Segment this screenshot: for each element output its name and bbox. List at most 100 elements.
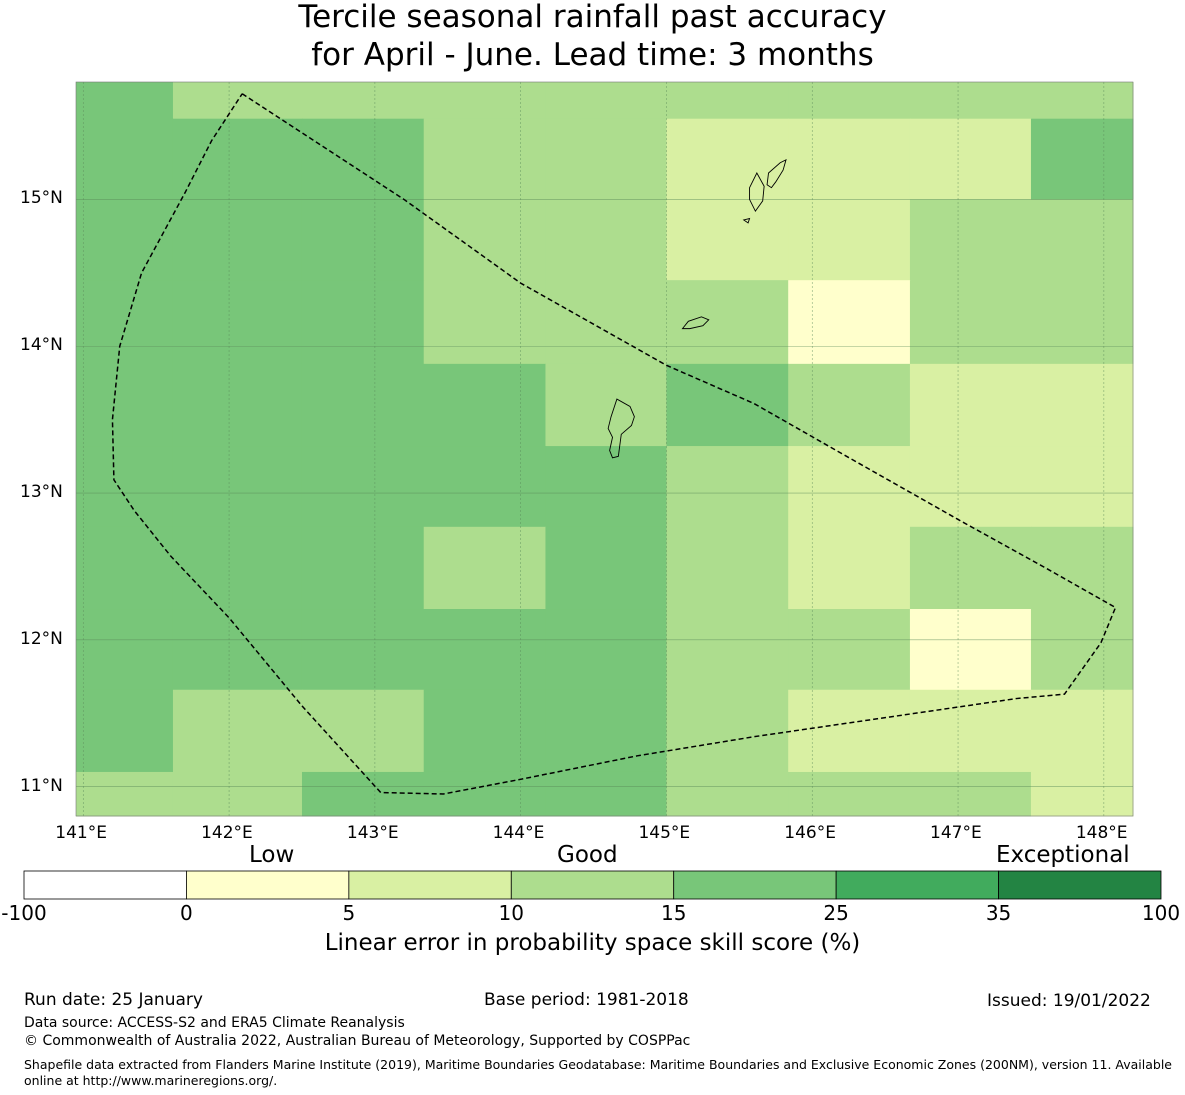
grid-cell: [666, 118, 789, 200]
grid-cell: [301, 118, 425, 200]
grid-cell: [76, 689, 174, 773]
grid-cell: [788, 363, 911, 447]
grid-cell: [909, 280, 1032, 365]
grid-cell: [1030, 199, 1134, 281]
copyright-notice: © Commonwealth of Australia 2022, Austra…: [24, 1033, 691, 1049]
grid-cell: [788, 446, 911, 528]
grid-cell: [301, 771, 425, 817]
latitude-tick-label: 11°N: [20, 775, 63, 796]
grid-cell: [1030, 280, 1134, 365]
grid-cell: [76, 771, 174, 817]
grid-cell: [172, 199, 303, 281]
grid-cell: [666, 526, 789, 610]
grid-cell: [545, 199, 667, 281]
colorbar-segment: [23, 870, 187, 900]
grid-cell: [1030, 689, 1134, 773]
colorbar-segment: [673, 870, 837, 900]
grid-cell: [301, 609, 425, 691]
grid-cell: [423, 689, 546, 773]
grid-cell: [666, 280, 789, 365]
grid-cell: [788, 526, 911, 610]
grid-cell: [423, 363, 546, 447]
longitude-tick-label: 145°E: [638, 823, 691, 843]
latitude-tick-label: 13°N: [20, 482, 63, 503]
grid-cell: [788, 689, 911, 773]
island-outline: [681, 316, 710, 330]
colorbar-segment: [510, 870, 675, 900]
colorbar-tick-label: 15: [660, 901, 687, 925]
run-date: Run date: 25 January: [24, 990, 203, 1010]
grid-cell: [545, 118, 667, 200]
grid-cell: [301, 446, 425, 528]
grid-cell: [172, 363, 303, 447]
grid-cell: [172, 526, 303, 610]
grid-cell: [545, 771, 667, 817]
grid-cell: [76, 446, 174, 528]
grid-cell: [545, 526, 667, 610]
longitude-tick-label: 143°E: [346, 823, 399, 843]
grid-cell: [423, 199, 546, 281]
grid-cell: [76, 199, 174, 281]
grid-cell: [788, 280, 911, 365]
grid-cell: [423, 280, 546, 365]
colorbar-tick-label: 10: [498, 901, 525, 925]
grid-cell: [788, 609, 911, 691]
grid-cell: [301, 689, 425, 773]
grid-cell: [76, 118, 174, 200]
grid-cell: [666, 363, 789, 447]
graticule: [76, 82, 1133, 816]
grid-cell: [172, 280, 303, 365]
longitude-tick-label: 141°E: [55, 823, 107, 843]
grid-cell: [172, 118, 303, 200]
grid-cell: [172, 446, 303, 528]
colorbar-segment: [835, 870, 999, 900]
longitude-tick-label: 142°E: [201, 823, 253, 843]
grid-cell: [1030, 82, 1134, 120]
grid-cell: [909, 771, 1032, 817]
colorbar-segment: [186, 870, 350, 900]
colorbar-tick-label: -100: [1, 901, 47, 925]
longitude-tick-label: 146°E: [784, 823, 836, 843]
island-outline: [749, 172, 765, 213]
island-outline: [607, 398, 635, 459]
grid-cell: [788, 199, 911, 281]
longitude-tick-label: 147°E: [930, 823, 982, 843]
grid-cell: [1030, 771, 1134, 817]
grid-cell: [301, 363, 425, 447]
grid-cell: [909, 199, 1032, 281]
grid-cell: [301, 82, 425, 120]
latitude-tick-label: 12°N: [20, 628, 63, 649]
grid-cell: [545, 609, 667, 691]
grid-cell: [666, 199, 789, 281]
skill-score-grid: [76, 82, 1134, 817]
colorbar-tick-label: 0: [180, 901, 193, 925]
chart-title-line-1: Tercile seasonal rainfall past accuracy: [298, 0, 887, 35]
grid-cell: [545, 363, 667, 447]
colorbar-title: Linear error in probability space skill …: [324, 930, 861, 956]
island-outline: [766, 158, 787, 189]
grid-cell: [545, 280, 667, 365]
latitude-tick-label: 15°N: [20, 188, 63, 209]
grid-cell: [1030, 118, 1134, 200]
grid-cell: [909, 446, 1032, 528]
grid-cell: [909, 118, 1032, 200]
grid-cell: [666, 771, 789, 817]
grid-cell: [76, 280, 174, 365]
grid-cell: [909, 526, 1032, 610]
chart-title-line-2: for April - June. Lead time: 3 months: [311, 37, 874, 73]
grid-cell: [909, 363, 1032, 447]
grid-cell: [423, 118, 546, 200]
grid-cell: [666, 446, 789, 528]
grid-cell: [423, 526, 546, 610]
grid-cell: [1030, 363, 1134, 447]
colorbar-tick-label: 35: [985, 901, 1012, 925]
grid-cell: [76, 363, 174, 447]
grid-cell: [76, 82, 174, 120]
base-period: Base period: 1981-2018: [484, 990, 689, 1010]
grid-cell: [172, 771, 303, 817]
grid-cell: [1030, 609, 1134, 691]
grid-cell: [1030, 446, 1134, 528]
grid-cell: [76, 526, 174, 610]
grid-cell: [172, 689, 303, 773]
